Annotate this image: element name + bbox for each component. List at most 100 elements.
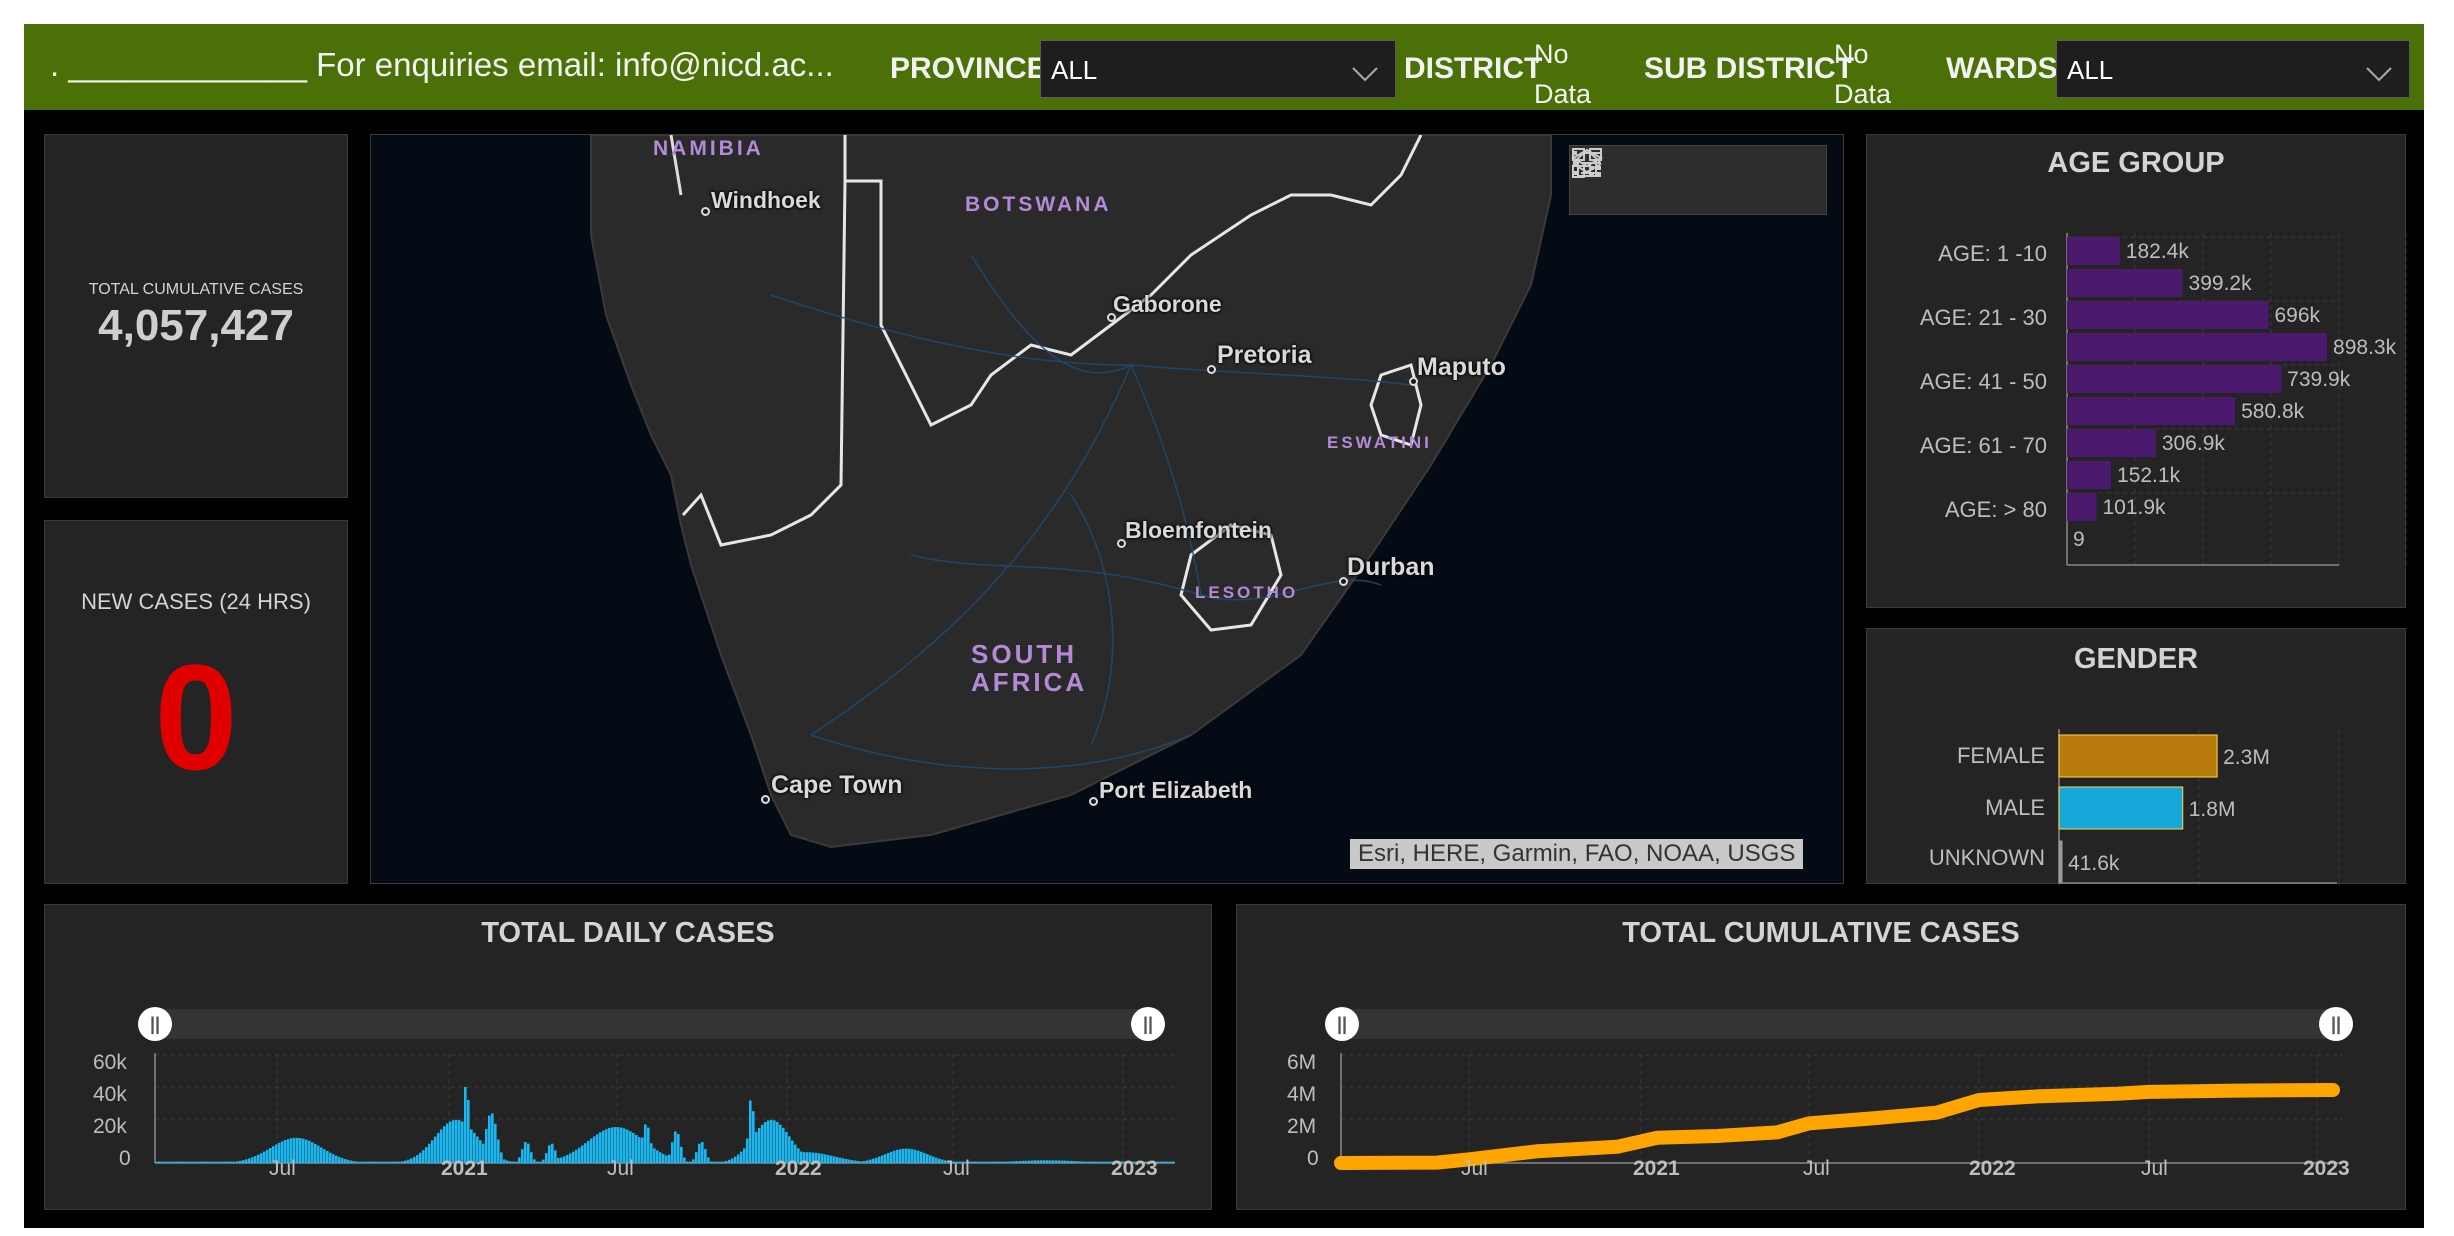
daily-bar: [278, 1142, 281, 1163]
daily-bar: [296, 1137, 299, 1163]
daily-bar: [1106, 1161, 1109, 1163]
daily-bar: [926, 1154, 929, 1163]
daily-bar: [1163, 1161, 1166, 1163]
daily-bar: [446, 1123, 449, 1163]
daily-bar: [1004, 1161, 1007, 1163]
daily-cases-panel: TOTAL DAILY CASES || || 60k 40k 20k 0 Ju…: [44, 904, 1212, 1210]
daily-bar: [554, 1150, 557, 1163]
daily-bar: [626, 1129, 629, 1163]
daily-bar: [1052, 1160, 1055, 1163]
daily-bar: [929, 1155, 932, 1163]
y-tick: 4M: [1287, 1083, 1317, 1106]
daily-bar: [455, 1119, 458, 1163]
age-bar-label: 306.9k: [2162, 432, 2226, 455]
daily-bar: [440, 1129, 443, 1163]
daily-slider-end-handle[interactable]: ||: [1131, 1007, 1165, 1041]
daily-bar: [266, 1149, 269, 1163]
daily-bar: [845, 1159, 848, 1163]
daily-bar: [1169, 1161, 1172, 1163]
city-marker: [1339, 577, 1348, 586]
city-label: Durban: [1347, 553, 1435, 581]
daily-bar: [806, 1152, 809, 1163]
daily-bar: [659, 1152, 662, 1163]
daily-bar: [1148, 1161, 1151, 1163]
qr-icon[interactable]: [1572, 148, 1814, 200]
subdistrict-value-line1: No: [1834, 39, 1869, 69]
daily-bar: [779, 1124, 782, 1163]
age-y-label: AGE: 21 - 30: [1919, 305, 2047, 330]
daily-time-slider[interactable]: [155, 1009, 1155, 1039]
age-bar: [2067, 365, 2282, 393]
city-label: Cape Town: [771, 771, 903, 799]
daily-bar: [671, 1142, 674, 1163]
daily-bar: [557, 1157, 560, 1163]
daily-bar: [1013, 1161, 1016, 1163]
gender-bar-label: 41.6k: [2068, 852, 2120, 875]
daily-bar: [1025, 1160, 1028, 1163]
daily-bar: [527, 1143, 530, 1163]
wards-select[interactable]: ALL: [2056, 40, 2410, 98]
daily-bar: [908, 1148, 911, 1163]
daily-cases-chart: [154, 1053, 1175, 1164]
daily-bar: [614, 1127, 617, 1163]
age-bar: [2067, 493, 2097, 521]
daily-bar: [1124, 1161, 1127, 1163]
daily-bar: [1040, 1160, 1043, 1163]
country-label: ESWATINI: [1327, 433, 1432, 452]
daily-bar: [977, 1161, 980, 1163]
daily-bar: [830, 1155, 833, 1163]
daily-bar: [1133, 1161, 1136, 1163]
daily-bar: [1157, 1161, 1160, 1163]
daily-bar: [509, 1161, 512, 1163]
gender-bar-label: 2.3M: [2223, 746, 2270, 769]
cumulative-slider-end-handle[interactable]: ||: [2319, 1007, 2353, 1041]
daily-bar: [575, 1149, 578, 1163]
daily-bar: [650, 1143, 653, 1163]
daily-bar: [752, 1111, 755, 1163]
daily-slider-start-handle[interactable]: ||: [138, 1007, 172, 1041]
cumulative-slider-start-handle[interactable]: ||: [1325, 1007, 1359, 1041]
subdistrict-value-line2: Data: [1834, 79, 1892, 109]
daily-bar: [197, 1161, 200, 1163]
daily-bar: [716, 1161, 719, 1163]
daily-bar: [344, 1159, 347, 1163]
cumulative-time-slider[interactable]: [1341, 1009, 2341, 1039]
daily-bar: [941, 1159, 944, 1163]
gender-y-label: FEMALE: [1956, 743, 2045, 768]
daily-bar: [1028, 1160, 1031, 1163]
daily-bar: [368, 1161, 371, 1163]
daily-bar: [482, 1143, 485, 1163]
daily-bar: [206, 1161, 209, 1163]
daily-bar: [1172, 1161, 1175, 1163]
daily-bar: [782, 1128, 785, 1163]
daily-bar: [371, 1161, 374, 1163]
daily-bar: [725, 1160, 728, 1163]
age-bar: [2067, 333, 2328, 361]
daily-bar: [389, 1161, 392, 1163]
daily-bar: [866, 1160, 869, 1163]
daily-bar: [314, 1143, 317, 1163]
daily-bar: [470, 1129, 473, 1163]
map-view[interactable]: NAMIBIA BOTSWANA ESWATINI LESOTHO SOUTH …: [370, 134, 1844, 884]
daily-bar: [542, 1159, 545, 1163]
daily-bar: [428, 1143, 431, 1163]
gender-panel: GENDER 2.3M 1.8M 41.6k FEMALE MALE UNKNOWN: [1866, 628, 2406, 885]
legend-icon[interactable]: [1573, 151, 1686, 200]
daily-bar: [797, 1148, 800, 1163]
daily-bar: [1067, 1160, 1070, 1163]
y-tick: 2M: [1287, 1115, 1317, 1138]
daily-bar: [401, 1161, 404, 1163]
daily-bar: [176, 1161, 179, 1163]
daily-bar: [293, 1137, 296, 1163]
layers-icon[interactable]: [1570, 148, 1750, 200]
gender-title: GENDER: [2073, 643, 2199, 675]
province-select[interactable]: ALL: [1040, 40, 1396, 98]
daily-bar: [512, 1161, 515, 1163]
daily-bar: [212, 1161, 215, 1163]
daily-bar: [599, 1132, 602, 1163]
daily-bar: [776, 1122, 779, 1163]
daily-bar: [1139, 1161, 1142, 1163]
daily-bar: [644, 1124, 647, 1163]
daily-bar: [992, 1161, 995, 1163]
city-marker: [1409, 377, 1418, 386]
